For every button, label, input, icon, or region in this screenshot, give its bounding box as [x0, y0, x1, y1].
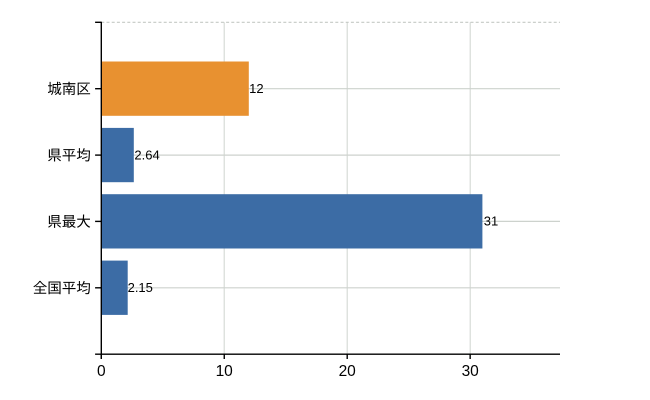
svg-text:2.64: 2.64 — [134, 147, 159, 162]
svg-text:12: 12 — [249, 81, 263, 96]
svg-text:10: 10 — [216, 363, 234, 380]
svg-text:0: 0 — [97, 363, 106, 380]
svg-text:20: 20 — [339, 363, 357, 380]
svg-text:31: 31 — [484, 214, 498, 229]
svg-text:30: 30 — [462, 363, 480, 380]
svg-text:2.15: 2.15 — [128, 280, 153, 295]
